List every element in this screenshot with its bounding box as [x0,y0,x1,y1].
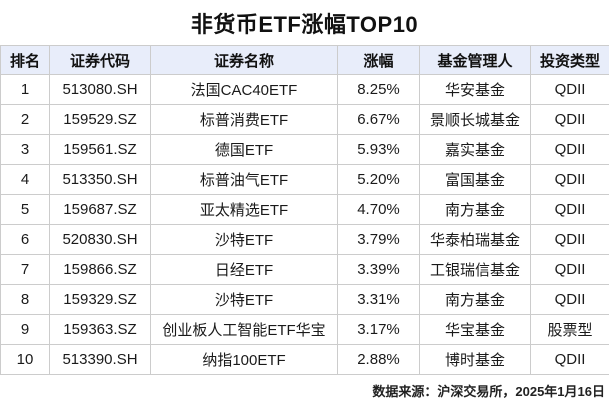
cell-code: 159687.SZ [49,194,151,225]
table-body: 1 513080.SH 法国CAC40ETF 8.25% 华安基金 QDII 2 159529… [0,74,609,375]
cell-type: QDII [530,134,609,165]
cell-rank: 7 [0,254,50,285]
column-header-name: 证券名称 [150,45,338,75]
table-row: 9 159363.SZ 创业板人工智能ETF华宝 3.17% 华宝基金 股票型 [0,314,609,345]
cell-code: 513350.SH [49,164,151,195]
cell-rank: 2 [0,104,50,135]
cell-name: 德国ETF [150,134,338,165]
table-row: 10 513390.SH 纳指100ETF 2.88% 博时基金 QDII [0,344,609,375]
cell-rank: 3 [0,134,50,165]
cell-rank: 10 [0,344,50,375]
cell-type: QDII [530,164,609,195]
cell-gain: 3.79% [337,224,420,255]
cell-gain: 5.93% [337,134,420,165]
cell-name: 日经ETF [150,254,338,285]
table-row: 7 159866.SZ 日经ETF 3.39% 工银瑞信基金 QDII [0,254,609,285]
cell-manager: 富国基金 [419,164,531,195]
column-header-rank: 排名 [0,45,50,75]
cell-gain: 3.17% [337,314,420,345]
column-header-manager: 基金管理人 [419,45,531,75]
cell-type: QDII [530,284,609,315]
cell-rank: 8 [0,284,50,315]
cell-name: 沙特ETF [150,284,338,315]
cell-rank: 6 [0,224,50,255]
table-header-row: 排名 证券代码 证券名称 涨幅 基金管理人 投资类型 [0,45,609,75]
cell-type: QDII [530,254,609,285]
cell-rank: 4 [0,164,50,195]
cell-name: 亚太精选ETF [150,194,338,225]
cell-code: 520830.SH [49,224,151,255]
cell-code: 159561.SZ [49,134,151,165]
table-row: 3 159561.SZ 德国ETF 5.93% 嘉实基金 QDII [0,134,609,165]
cell-rank: 1 [0,74,50,105]
cell-name: 法国CAC40ETF [150,74,338,105]
cell-type: QDII [530,74,609,105]
data-source-note: 数据来源：沪深交易所，2025年1月16日 [372,384,605,399]
cell-name: 标普消费ETF [150,104,338,135]
cell-manager: 华宝基金 [419,314,531,345]
cell-type: QDII [530,104,609,135]
cell-manager: 博时基金 [419,344,531,375]
table-row: 8 159329.SZ 沙特ETF 3.31% 南方基金 QDII [0,284,609,315]
cell-manager: 嘉实基金 [419,134,531,165]
cell-manager: 南方基金 [419,194,531,225]
table-row: 4 513350.SH 标普油气ETF 5.20% 富国基金 QDII [0,164,609,195]
cell-code: 159866.SZ [49,254,151,285]
table-row: 2 159529.SZ 标普消费ETF 6.67% 景顺长城基金 QDII [0,104,609,135]
cell-manager: 华安基金 [419,74,531,105]
cell-gain: 5.20% [337,164,420,195]
table-row: 6 520830.SH 沙特ETF 3.79% 华泰柏瑞基金 QDII [0,224,609,255]
column-header-type: 投资类型 [530,45,609,75]
cell-manager: 南方基金 [419,284,531,315]
cell-code: 159363.SZ [49,314,151,345]
cell-gain: 4.70% [337,194,420,225]
cell-code: 159529.SZ [49,104,151,135]
cell-code: 159329.SZ [49,284,151,315]
cell-name: 沙特ETF [150,224,338,255]
column-header-code: 证券代码 [49,45,151,75]
cell-gain: 8.25% [337,74,420,105]
cell-code: 513390.SH [49,344,151,375]
page-title: 非货币ETF涨幅TOP10 [190,12,419,37]
cell-gain: 3.31% [337,284,420,315]
cell-name: 创业板人工智能ETF华宝 [150,314,338,345]
table-row: 1 513080.SH 法国CAC40ETF 8.25% 华安基金 QDII [0,74,609,105]
column-header-gain: 涨幅 [337,45,420,75]
cell-name: 纳指100ETF [150,344,338,375]
cell-type: 股票型 [530,314,609,345]
cell-gain: 6.67% [337,104,420,135]
cell-manager: 工银瑞信基金 [419,254,531,285]
table-row: 5 159687.SZ 亚太精选ETF 4.70% 南方基金 QDII [0,194,609,225]
cell-manager: 华泰柏瑞基金 [419,224,531,255]
cell-gain: 2.88% [337,344,420,375]
cell-type: QDII [530,224,609,255]
etf-gains-table: 排名 证券代码 证券名称 涨幅 基金管理人 投资类型 1 513080.SH 法国C… [0,45,609,375]
cell-type: QDII [530,194,609,225]
cell-rank: 5 [0,194,50,225]
cell-name: 标普油气ETF [150,164,338,195]
cell-type: QDII [530,344,609,375]
cell-manager: 景顺长城基金 [419,104,531,135]
cell-rank: 9 [0,314,50,345]
cell-code: 513080.SH [49,74,151,105]
cell-gain: 3.39% [337,254,420,285]
